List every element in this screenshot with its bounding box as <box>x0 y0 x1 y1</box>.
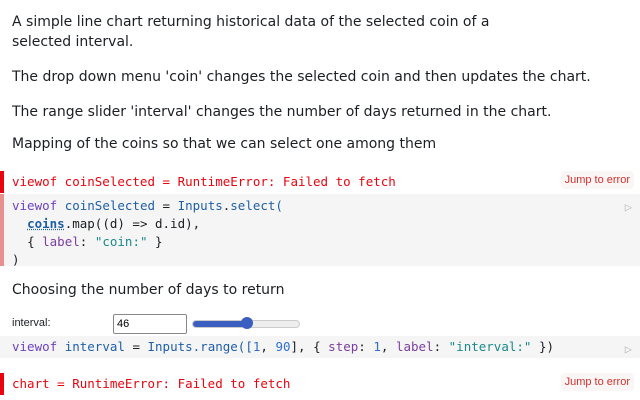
error-bar <box>0 373 4 395</box>
code-token: ) <box>12 252 20 267</box>
code-token: "interval:" <box>448 339 532 354</box>
interval-number-field[interactable] <box>113 314 187 334</box>
code-token: step <box>328 339 359 354</box>
error-cell-coin: viewof coinSelected = RuntimeError: Fail… <box>0 171 640 193</box>
code-cell-interval[interactable]: viewof interval = Inputs.range([1, 90], … <box>0 336 640 358</box>
code-token: 90 <box>275 339 291 354</box>
paragraph-coin: The drop down menu 'coin' changes the se… <box>12 69 591 85</box>
code-token: : <box>79 234 95 249</box>
interval-input: interval: <box>12 314 332 334</box>
error-cell-chart: chart = RuntimeError: Failed to fetch Ju… <box>0 373 640 395</box>
interval-label: interval: <box>12 317 51 329</box>
error-marker-bar <box>0 194 4 266</box>
code-token: viewof <box>12 339 58 354</box>
paragraph-interval: The range slider 'interval' changes the … <box>12 104 552 120</box>
run-icon[interactable]: ▷ <box>624 342 632 356</box>
code-token: , <box>380 339 396 354</box>
error-message: viewof coinSelected = RuntimeError: Fail… <box>12 174 396 189</box>
code-token: = <box>162 198 171 213</box>
code-token: .range([ <box>192 339 253 354</box>
code-token: = <box>132 339 140 354</box>
code-token: interval <box>64 339 125 354</box>
paragraph-intro: A simple line chart returning historical… <box>12 14 490 50</box>
code-token: .map((d) => d.id), <box>64 216 201 231</box>
code-token: label <box>42 234 80 249</box>
code-token: }) <box>531 339 555 354</box>
error-bar <box>0 171 4 193</box>
code-token: 1 <box>252 339 261 354</box>
code-cell-coin[interactable]: viewof coinSelected = Inputs.select( coi… <box>0 194 640 267</box>
code-token: : <box>358 339 374 354</box>
error-message: chart = RuntimeError: Failed to fetch <box>12 376 291 391</box>
slider-thumb[interactable] <box>240 317 253 329</box>
interval-slider[interactable] <box>192 317 300 329</box>
jump-to-error-button[interactable]: Jump to error <box>560 171 634 189</box>
code-token: ], { <box>290 339 329 354</box>
code-token: } <box>147 234 163 249</box>
run-icon[interactable]: ▷ <box>624 200 632 214</box>
jump-to-error-button[interactable]: Jump to error <box>560 373 634 391</box>
code-token: coins <box>27 216 65 231</box>
code-token: , <box>260 339 276 354</box>
code-token: viewof <box>12 198 58 213</box>
code-token: Inputs <box>147 339 193 354</box>
code-token: "coin:" <box>94 234 148 249</box>
code-token: Inputs <box>177 198 223 213</box>
code-token: select( <box>230 198 283 213</box>
paragraph-days: Choosing the number of days to return <box>12 282 285 298</box>
paragraph-mapping: Mapping of the coins so that we can sele… <box>12 136 437 152</box>
code-token: : <box>433 339 449 354</box>
code-token: label <box>395 339 434 354</box>
code-token: coinSelected <box>64 198 155 213</box>
code-token: { <box>27 234 43 249</box>
code-token: 1 <box>373 339 381 354</box>
